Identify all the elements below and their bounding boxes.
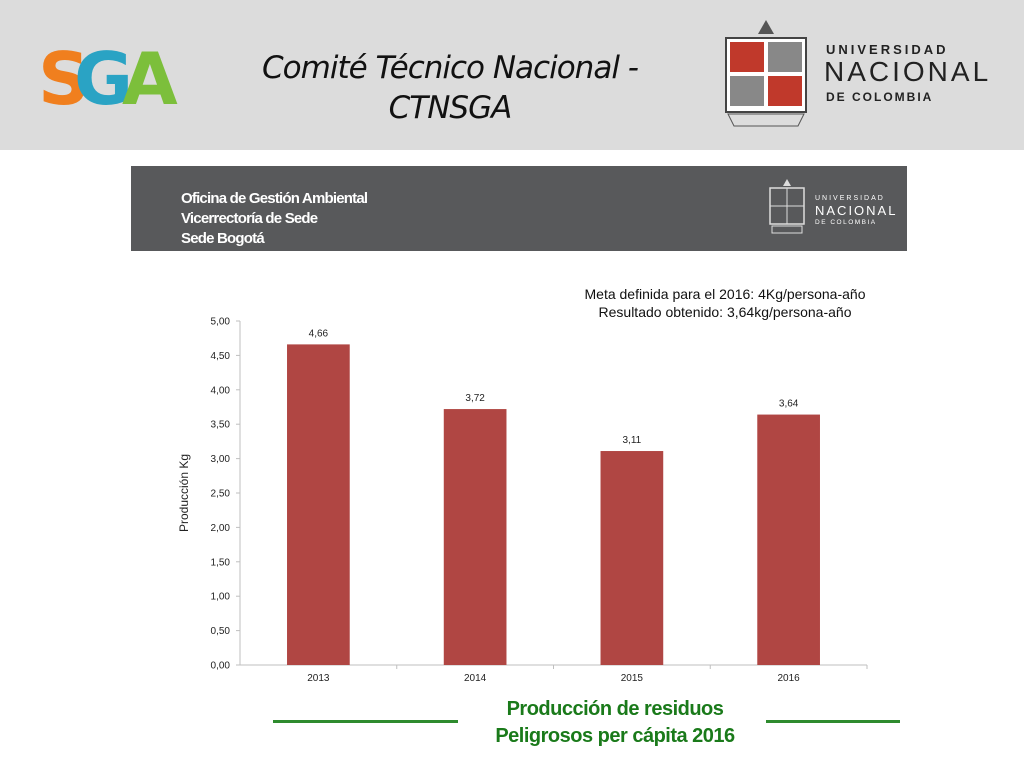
y-tick-label: 0,50 [211,626,231,637]
header-bar: S G A Comité Técnico Nacional - CTNSGA U… [0,0,1024,150]
caption-underline-left [273,720,458,723]
data-label-2015: 3,11 [623,435,642,446]
bar-2014 [443,409,507,665]
bar-2016 [757,414,820,665]
office-line-1: Oficina de Gestión Ambiental [181,190,368,207]
x-tick-label: 2016 [778,673,801,684]
chart-caption-line2: Peligrosos per cápita 2016 [495,725,735,747]
sga-logo: S G A [38,37,178,114]
chart-caption: Producción de residuos Peligrosos per cá… [470,696,760,750]
goal-annotation-line2: Resultado obtenido: 3,64kg/persona-año [598,304,852,320]
x-tick-label: 2013 [307,673,330,684]
y-tick-label: 3,50 [211,420,231,431]
banner-university-line1: UNIVERSIDAD [815,195,885,202]
y-tick-label: 2,00 [211,523,231,534]
banner-university-line2: NACIONAL [815,203,898,218]
y-axis-title: Producción Kg [177,454,191,532]
chart-caption-line1: Producción de residuos [506,698,724,720]
university-name-line2: NACIONAL [824,56,992,87]
office-line-3: Sede Bogotá [181,230,265,247]
bar-2015 [600,451,664,665]
y-tick-label: 5,00 [211,317,231,328]
data-label-2013: 4,66 [309,328,329,339]
data-label-2014: 3,72 [465,393,485,404]
office-banner: Oficina de Gestión Ambiental Vicerrector… [131,166,907,251]
y-tick-label: 4,50 [211,351,231,362]
university-name-line1: UNIVERSIDAD [826,42,949,57]
slide-title-line2: CTNSGA [388,90,513,126]
banner-university-line3: DE COLOMBIA [815,219,877,226]
goal-annotation-line1: Meta definida para el 2016: 4Kg/persona-… [584,286,866,302]
svg-text:G: G [74,37,128,114]
y-tick-label: 1,50 [211,557,231,568]
banner-crest-icon [769,179,805,234]
x-tick-label: 2015 [621,673,644,684]
university-crest-icon [725,20,807,127]
bar-chart: 0,00 0,50 1,00 1,50 2,00 2,50 3,00 3,50 4,00 4,50… [177,317,868,684]
caption-underline-right [766,720,900,723]
y-tick-label: 1,00 [211,592,231,603]
x-tick-label: 2014 [464,673,487,684]
y-tick-label: 0,00 [211,661,231,672]
slide-title: Comité Técnico Nacional - CTNSGA [230,48,670,128]
university-name-line3: DE COLOMBIA [826,90,934,104]
y-tick-label: 4,00 [211,385,231,396]
data-label-2016: 3,64 [779,399,799,410]
slide-title-line1: Comité Técnico Nacional - [262,50,639,86]
office-lines: Oficina de Gestión Ambiental Vicerrector… [181,189,368,249]
bar-2013 [287,344,350,665]
svg-text:A: A [122,37,178,114]
office-line-2: Vicerrectoría de Sede [181,210,318,227]
goal-annotation: Meta definida para el 2016: 4Kg/persona-… [520,285,930,321]
y-tick-label: 2,50 [211,489,231,500]
university-logo: UNIVERSIDAD NACIONAL DE COLOMBIA [718,16,1018,128]
y-tick-label: 3,00 [211,454,231,465]
